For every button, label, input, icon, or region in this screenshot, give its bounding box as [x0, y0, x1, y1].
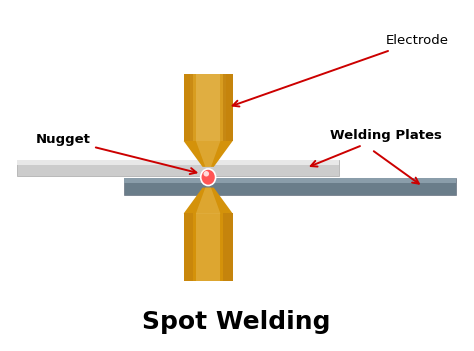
Bar: [223, 74, 233, 141]
Text: Nugget: Nugget: [36, 133, 196, 174]
Bar: [190, 74, 226, 141]
Ellipse shape: [203, 171, 209, 177]
Bar: [17, 160, 339, 165]
Bar: [183, 74, 233, 141]
Bar: [223, 213, 233, 281]
Bar: [193, 74, 223, 141]
Polygon shape: [183, 187, 233, 213]
Bar: [196, 74, 220, 141]
Polygon shape: [183, 141, 233, 167]
Bar: [183, 213, 233, 281]
Bar: [196, 74, 220, 141]
Ellipse shape: [201, 169, 216, 186]
Bar: [190, 74, 226, 141]
Bar: [17, 160, 339, 176]
Bar: [124, 178, 456, 183]
Text: Spot Welding: Spot Welding: [142, 310, 330, 334]
Bar: [183, 213, 193, 281]
Text: Electrode: Electrode: [233, 34, 448, 106]
Text: Welding Plates: Welding Plates: [311, 129, 441, 167]
Polygon shape: [196, 187, 220, 213]
Polygon shape: [196, 141, 220, 167]
Bar: [183, 74, 193, 141]
Bar: [193, 74, 223, 141]
Bar: [196, 213, 220, 281]
Bar: [196, 74, 220, 141]
Bar: [124, 178, 456, 195]
